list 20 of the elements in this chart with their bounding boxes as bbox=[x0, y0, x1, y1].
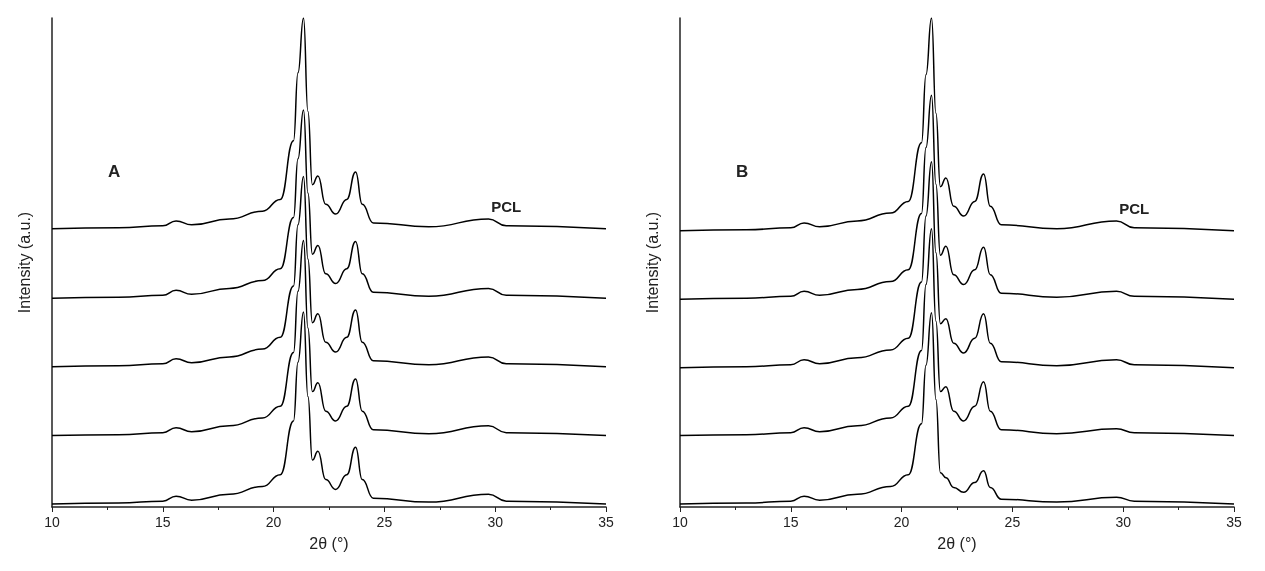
x-tick-label: 20 bbox=[265, 514, 282, 530]
x-tick-label: 30 bbox=[487, 514, 504, 530]
x-tick-label: 20 bbox=[893, 514, 910, 530]
series-label: PCL bbox=[491, 197, 522, 215]
text: A bbox=[108, 162, 121, 181]
x-tick-label: 25 bbox=[1004, 514, 1021, 530]
x-tick-label: 10 bbox=[44, 514, 60, 530]
y-axis-title: Intensity (a.u.) bbox=[15, 211, 33, 314]
text: B bbox=[736, 162, 749, 181]
x-tick-label: 15 bbox=[783, 514, 799, 530]
x-tick-label: 25 bbox=[376, 514, 393, 530]
y-axis-title: Intensity (a.u.) bbox=[643, 211, 661, 314]
x-tick-label: 35 bbox=[1226, 514, 1242, 530]
x-tick-label: 15 bbox=[155, 514, 171, 530]
x-tick-label: 35 bbox=[598, 514, 614, 530]
x-tick-label: 30 bbox=[1115, 514, 1132, 530]
x-axis-title: 2θ (°) bbox=[937, 534, 977, 552]
x-axis-title: 2θ (°) bbox=[309, 534, 349, 552]
x-tick-label: 10 bbox=[672, 514, 688, 530]
series-label: PCL bbox=[1119, 199, 1150, 217]
